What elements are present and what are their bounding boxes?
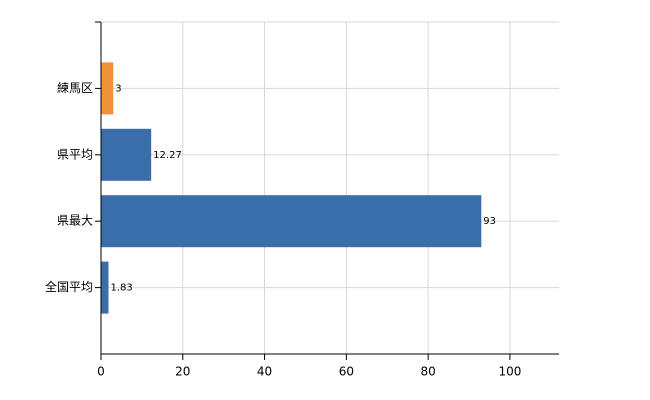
bar	[101, 128, 152, 181]
x-tick-label: 20	[175, 365, 190, 379]
y-tick-label: 県最大	[57, 214, 93, 228]
value-label: 3	[115, 83, 121, 94]
y-tick-label: 全国平均	[45, 279, 93, 294]
x-tick-label: 80	[421, 365, 436, 379]
x-tick-label: 40	[257, 365, 272, 379]
x-tick-label: 60	[339, 365, 354, 379]
value-label: 1.83	[110, 283, 132, 294]
value-label: 93	[483, 216, 496, 227]
value-label: 12.27	[153, 150, 182, 161]
y-tick-label: 練馬区	[57, 81, 93, 95]
bar	[101, 195, 482, 248]
y-tick-label: 県平均	[57, 147, 93, 161]
bar	[101, 261, 109, 314]
x-tick-label: 100	[498, 365, 521, 379]
x-tick-label: 0	[97, 365, 105, 379]
bar	[101, 62, 114, 115]
